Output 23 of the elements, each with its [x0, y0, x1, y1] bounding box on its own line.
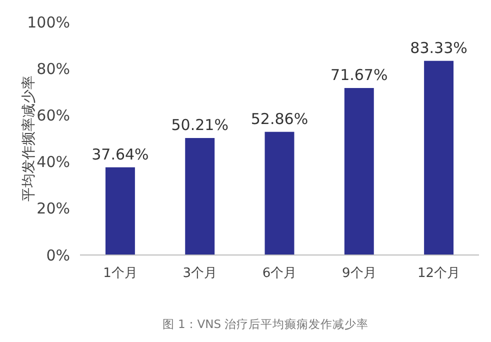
bar [185, 138, 215, 255]
bar [344, 88, 374, 255]
data-label: 37.64% [92, 145, 149, 164]
caption: 图 1：VNS 治疗后平均癫痫发作减少率 [162, 317, 369, 331]
y-tick-label: 0% [46, 246, 70, 264]
bar [424, 60, 454, 255]
data-label: 52.86% [250, 110, 308, 128]
data-label: 71.67% [330, 66, 388, 84]
y-tick-label: 40% [36, 153, 70, 172]
y-axis-title: 平均发作频率减少率 [20, 76, 37, 202]
x-tick-label: 6个月 [262, 266, 297, 281]
data-label: 83.33% [410, 38, 468, 57]
y-tick-label: 60% [36, 106, 70, 124]
y-tick-label: 100% [27, 13, 70, 32]
x-tick-label: 12个月 [418, 266, 460, 281]
x-tick-label: 1个月 [103, 266, 138, 281]
bar [105, 167, 135, 255]
data-label: 50.21% [171, 116, 228, 134]
x-tick-label: 9个月 [342, 266, 376, 281]
x-tick-label: 3个月 [182, 266, 217, 281]
bar [264, 132, 294, 255]
y-tick-label: 80% [36, 60, 70, 78]
y-tick-label: 20% [36, 200, 70, 218]
